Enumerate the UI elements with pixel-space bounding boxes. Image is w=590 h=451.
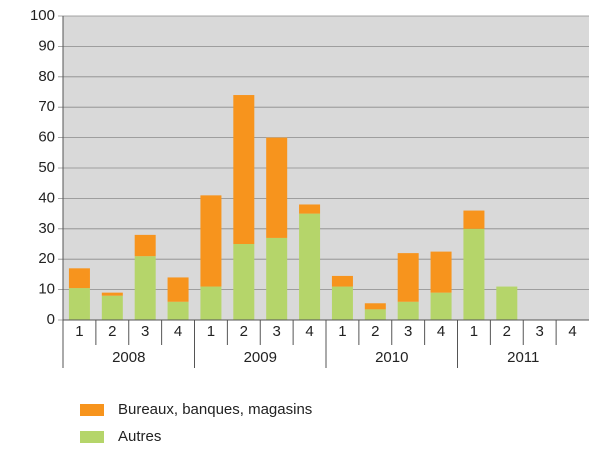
bar-segment (233, 95, 255, 244)
x-tick-label: 1 (207, 323, 215, 340)
bar-segment (266, 137, 288, 238)
bar-segment (430, 251, 452, 293)
bar-segment (233, 244, 255, 320)
x-group-label: 2011 (507, 349, 539, 366)
bar-segment (364, 303, 386, 310)
x-tick-label: 4 (174, 323, 182, 340)
x-group-label: 2010 (375, 349, 408, 366)
x-tick-label: 2 (371, 323, 379, 340)
x-tick-label: 2 (240, 323, 248, 340)
legend-swatch (80, 404, 104, 416)
y-tick-label: 70 (38, 98, 55, 115)
x-tick-label: 1 (338, 323, 346, 340)
x-tick-label: 3 (404, 323, 412, 340)
bar-segment (496, 286, 518, 320)
x-tick-label: 4 (568, 323, 576, 340)
bar-segment (331, 286, 353, 320)
x-group-label: 2009 (244, 349, 277, 366)
x-tick-label: 3 (141, 323, 149, 340)
y-tick-label: 100 (30, 7, 55, 24)
bar-segment (134, 256, 156, 320)
y-tick-label: 90 (38, 37, 55, 54)
y-tick-label: 0 (47, 311, 55, 328)
bar-segment (200, 286, 222, 320)
bar-segment (364, 309, 386, 320)
bar-segment (68, 268, 90, 289)
legend-label: Autres (118, 428, 161, 445)
x-tick-label: 4 (305, 323, 313, 340)
bar-segment (430, 292, 452, 320)
y-tick-label: 20 (38, 250, 55, 267)
bar-segment (101, 295, 123, 320)
bar-segment (463, 210, 485, 229)
bar-segment (299, 213, 321, 320)
y-tick-label: 50 (38, 159, 55, 176)
bar-segment (200, 195, 222, 287)
bar-segment (299, 204, 321, 214)
bar-segment (134, 234, 156, 257)
x-tick-label: 2 (503, 323, 511, 340)
bar-segment (167, 277, 189, 302)
x-tick-label: 3 (536, 323, 544, 340)
x-tick-label: 1 (470, 323, 478, 340)
x-tick-label: 3 (273, 323, 281, 340)
y-tick-label: 40 (38, 189, 55, 206)
bar-segment (463, 228, 485, 320)
y-tick-label: 80 (38, 68, 55, 85)
x-tick-label: 4 (437, 323, 445, 340)
bar-segment (266, 237, 288, 320)
y-tick-label: 30 (38, 220, 55, 237)
x-tick-label: 1 (75, 323, 83, 340)
x-group-label: 2008 (112, 349, 145, 366)
legend-swatch (80, 431, 104, 443)
bar-segment (167, 301, 189, 320)
bar-segment (397, 301, 419, 320)
bar-segment (397, 253, 419, 302)
bar-segment (68, 288, 90, 320)
bar-segment (331, 275, 353, 287)
y-tick-label: 60 (38, 129, 55, 146)
y-tick-label: 10 (38, 281, 55, 298)
legend-label: Bureaux, banques, magasins (118, 401, 312, 418)
x-tick-label: 2 (108, 323, 116, 340)
bar-segment (101, 292, 123, 296)
